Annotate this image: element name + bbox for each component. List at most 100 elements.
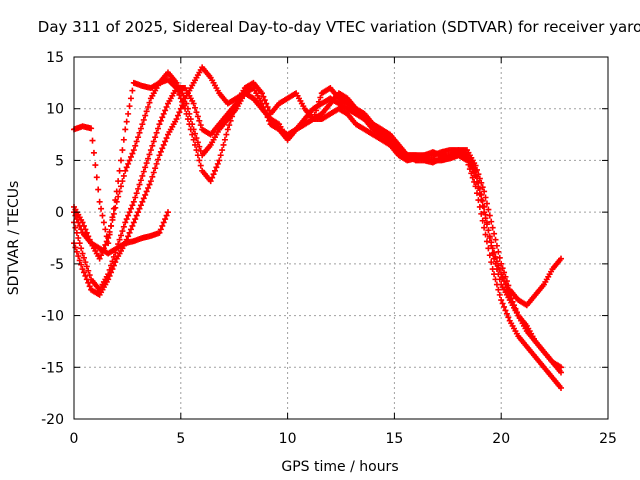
data-point bbox=[217, 152, 224, 159]
data-point bbox=[471, 169, 478, 176]
data-point bbox=[488, 218, 495, 225]
data-point bbox=[485, 245, 492, 252]
data-point bbox=[317, 94, 324, 101]
data-point bbox=[123, 216, 130, 223]
data-point bbox=[120, 136, 127, 143]
data-point bbox=[479, 203, 486, 210]
data-point bbox=[122, 126, 129, 133]
data-point bbox=[153, 129, 160, 136]
data-point bbox=[479, 217, 486, 224]
data-point bbox=[164, 209, 171, 216]
data-point bbox=[149, 142, 156, 149]
data-point bbox=[194, 152, 201, 159]
data-point bbox=[135, 185, 142, 192]
data-point bbox=[110, 210, 117, 217]
data-point bbox=[481, 224, 488, 231]
data-point bbox=[488, 239, 495, 246]
data-point bbox=[509, 298, 516, 305]
data-point bbox=[135, 209, 142, 216]
data-point bbox=[219, 147, 226, 154]
data-point bbox=[120, 223, 127, 230]
data-point bbox=[120, 172, 127, 179]
data-point bbox=[100, 219, 107, 226]
y-axis-title: SDTVAR / TECUs bbox=[6, 181, 22, 296]
data-point bbox=[130, 219, 137, 226]
data-point bbox=[493, 258, 500, 265]
data-point bbox=[226, 122, 233, 129]
data-point bbox=[109, 266, 116, 273]
data-point bbox=[142, 112, 149, 119]
data-point bbox=[123, 164, 130, 171]
series-track-4 bbox=[71, 64, 565, 391]
data-point bbox=[98, 205, 105, 212]
data-point bbox=[160, 141, 167, 148]
data-point bbox=[485, 206, 492, 213]
data-point bbox=[125, 160, 132, 167]
data-point bbox=[133, 190, 140, 197]
data-point bbox=[196, 117, 203, 124]
data-point bbox=[499, 274, 506, 281]
data-point bbox=[495, 286, 502, 293]
y-tick-label: -15 bbox=[41, 360, 64, 376]
data-point bbox=[93, 174, 100, 181]
data-point bbox=[152, 165, 159, 172]
data-point bbox=[501, 278, 508, 285]
data-point bbox=[160, 219, 167, 226]
data-point bbox=[159, 114, 166, 121]
data-point bbox=[505, 314, 512, 321]
data-point bbox=[156, 152, 163, 159]
data-point bbox=[472, 183, 479, 190]
data-point bbox=[127, 153, 134, 160]
data-point bbox=[147, 178, 154, 185]
data-point bbox=[503, 310, 510, 317]
data-point bbox=[80, 269, 87, 276]
data-point bbox=[112, 259, 119, 266]
data-point bbox=[146, 99, 153, 106]
data-point bbox=[126, 229, 133, 236]
data-point bbox=[558, 384, 565, 391]
data-point bbox=[464, 152, 471, 159]
data-point bbox=[136, 205, 143, 212]
data-point bbox=[140, 195, 147, 202]
data-point bbox=[190, 136, 197, 143]
data-point bbox=[98, 252, 105, 259]
data-point bbox=[513, 309, 520, 316]
data-point bbox=[196, 157, 203, 164]
data-point bbox=[113, 198, 120, 205]
data-point bbox=[508, 295, 515, 302]
data-point bbox=[214, 160, 221, 167]
data-point bbox=[125, 233, 132, 240]
data-point bbox=[496, 291, 503, 298]
data-point bbox=[213, 164, 220, 171]
data-point bbox=[132, 194, 139, 201]
data-point bbox=[193, 109, 200, 116]
data-point bbox=[156, 121, 163, 128]
data-point bbox=[88, 125, 95, 132]
data-point bbox=[468, 170, 475, 177]
data-point bbox=[501, 303, 508, 310]
data-point bbox=[502, 273, 509, 280]
data-point bbox=[496, 254, 503, 261]
data-point bbox=[486, 212, 493, 219]
data-point bbox=[133, 212, 140, 219]
data-point bbox=[473, 190, 480, 197]
data-point bbox=[466, 166, 473, 173]
data-point bbox=[229, 113, 236, 120]
data-point bbox=[76, 257, 83, 264]
data-point bbox=[174, 112, 181, 119]
data-point bbox=[143, 108, 150, 115]
data-point bbox=[146, 181, 153, 188]
data-point bbox=[78, 245, 85, 252]
data-point bbox=[139, 172, 146, 179]
data-point bbox=[147, 147, 154, 154]
data-point bbox=[108, 269, 115, 276]
x-axis-title: GPS time / hours bbox=[281, 459, 398, 475]
data-point bbox=[506, 291, 513, 298]
data-point bbox=[132, 216, 139, 223]
data-point bbox=[258, 90, 265, 97]
data-point bbox=[160, 110, 167, 117]
data-point bbox=[129, 202, 136, 209]
y-tick-label: 0 bbox=[55, 205, 64, 221]
data-point bbox=[150, 138, 157, 145]
y-tick-label: 10 bbox=[46, 102, 64, 118]
